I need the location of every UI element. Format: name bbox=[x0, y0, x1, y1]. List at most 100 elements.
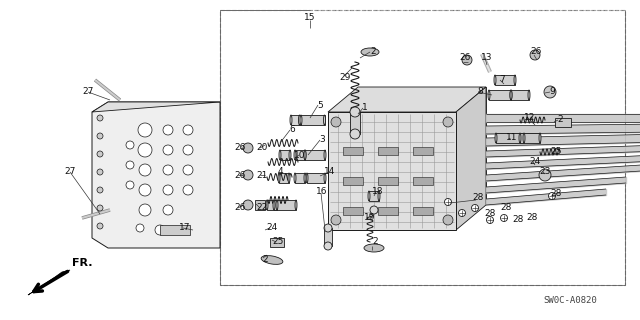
Ellipse shape bbox=[378, 191, 380, 201]
Text: 26: 26 bbox=[234, 171, 246, 180]
Polygon shape bbox=[92, 102, 220, 248]
Circle shape bbox=[324, 224, 332, 232]
Bar bbox=[270, 238, 284, 247]
Text: 24: 24 bbox=[266, 223, 278, 233]
Ellipse shape bbox=[323, 115, 326, 125]
Circle shape bbox=[243, 200, 253, 210]
Circle shape bbox=[530, 50, 540, 60]
Circle shape bbox=[97, 151, 103, 157]
Bar bbox=[413, 177, 433, 185]
Text: 26: 26 bbox=[531, 47, 541, 57]
Circle shape bbox=[183, 145, 193, 155]
Circle shape bbox=[443, 215, 453, 225]
Text: 25: 25 bbox=[550, 148, 562, 156]
Bar bbox=[220, 10, 625, 285]
Circle shape bbox=[163, 145, 173, 155]
Ellipse shape bbox=[510, 90, 512, 100]
Polygon shape bbox=[328, 87, 486, 112]
Circle shape bbox=[97, 223, 103, 229]
Circle shape bbox=[443, 117, 453, 127]
Ellipse shape bbox=[528, 90, 530, 100]
Circle shape bbox=[462, 55, 472, 65]
Polygon shape bbox=[456, 87, 486, 230]
Text: 6: 6 bbox=[289, 125, 295, 134]
Text: 27: 27 bbox=[83, 87, 93, 97]
Bar bbox=[413, 207, 433, 215]
Ellipse shape bbox=[361, 48, 379, 56]
Ellipse shape bbox=[488, 90, 490, 100]
Ellipse shape bbox=[304, 173, 306, 183]
Ellipse shape bbox=[304, 150, 306, 160]
Text: 17: 17 bbox=[179, 223, 191, 233]
Ellipse shape bbox=[324, 173, 326, 183]
Circle shape bbox=[138, 123, 152, 137]
Text: 26: 26 bbox=[460, 53, 470, 62]
Bar bbox=[413, 147, 433, 155]
Circle shape bbox=[155, 225, 165, 235]
Bar bbox=[280, 150, 290, 160]
Ellipse shape bbox=[294, 173, 296, 183]
Text: 26: 26 bbox=[234, 143, 246, 153]
Circle shape bbox=[163, 185, 173, 195]
Circle shape bbox=[163, 205, 173, 215]
Circle shape bbox=[139, 204, 151, 216]
Circle shape bbox=[138, 143, 152, 157]
Text: 2: 2 bbox=[370, 47, 376, 57]
Circle shape bbox=[97, 205, 103, 211]
Text: 5: 5 bbox=[317, 100, 323, 109]
Circle shape bbox=[544, 86, 556, 98]
Ellipse shape bbox=[290, 115, 292, 125]
Text: 10: 10 bbox=[294, 150, 306, 159]
Bar bbox=[520, 133, 540, 143]
Bar bbox=[274, 200, 296, 210]
Circle shape bbox=[548, 193, 556, 199]
Text: SW0C-A0820: SW0C-A0820 bbox=[543, 296, 597, 305]
Circle shape bbox=[183, 185, 193, 195]
Circle shape bbox=[324, 242, 332, 250]
Circle shape bbox=[126, 181, 134, 189]
Bar bbox=[324, 228, 332, 246]
Text: 2: 2 bbox=[262, 255, 268, 265]
Ellipse shape bbox=[304, 150, 306, 160]
Ellipse shape bbox=[519, 133, 521, 143]
Bar bbox=[343, 207, 363, 215]
Circle shape bbox=[97, 133, 103, 139]
Text: 11: 11 bbox=[506, 133, 518, 142]
Circle shape bbox=[350, 129, 360, 139]
Bar bbox=[295, 150, 305, 160]
Text: 1: 1 bbox=[362, 103, 368, 113]
Bar bbox=[496, 133, 524, 143]
Ellipse shape bbox=[494, 75, 496, 85]
Text: 14: 14 bbox=[324, 167, 336, 177]
Text: FR.: FR. bbox=[72, 258, 93, 268]
Polygon shape bbox=[328, 112, 456, 230]
Circle shape bbox=[445, 198, 451, 205]
Bar bbox=[343, 177, 363, 185]
Circle shape bbox=[163, 125, 173, 135]
Circle shape bbox=[97, 115, 103, 121]
Bar bbox=[350, 112, 360, 134]
Ellipse shape bbox=[523, 133, 525, 143]
Ellipse shape bbox=[276, 200, 278, 210]
Ellipse shape bbox=[368, 191, 370, 201]
Circle shape bbox=[486, 217, 493, 223]
Text: 25: 25 bbox=[272, 237, 284, 246]
Circle shape bbox=[243, 170, 253, 180]
Bar bbox=[555, 118, 571, 127]
Text: 24: 24 bbox=[529, 157, 541, 166]
Text: 16: 16 bbox=[316, 188, 328, 196]
Text: 3: 3 bbox=[319, 135, 325, 145]
Bar bbox=[343, 147, 363, 155]
Circle shape bbox=[370, 206, 378, 214]
Ellipse shape bbox=[288, 173, 290, 183]
Circle shape bbox=[183, 125, 193, 135]
Circle shape bbox=[126, 141, 134, 149]
Circle shape bbox=[350, 107, 360, 117]
Circle shape bbox=[500, 214, 508, 221]
Bar bbox=[378, 147, 398, 155]
Bar bbox=[267, 200, 277, 210]
Text: 28: 28 bbox=[500, 204, 512, 212]
Text: 9: 9 bbox=[549, 87, 555, 97]
Text: 21: 21 bbox=[256, 171, 268, 180]
Circle shape bbox=[183, 165, 193, 175]
